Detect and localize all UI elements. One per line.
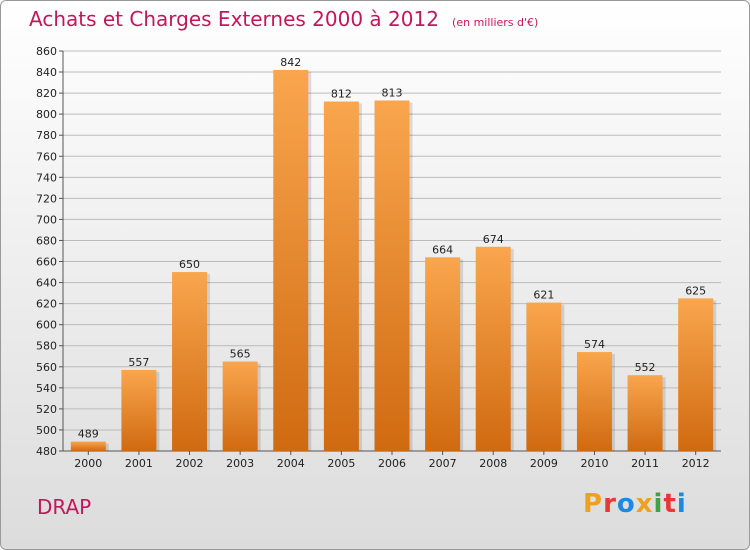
data-label: 650 (179, 258, 200, 271)
x-tick-label: 2012 (682, 457, 710, 470)
chart-title: Achats et Charges Externes 2000 à 2012 (29, 7, 439, 31)
y-tick-label: 740 (36, 171, 57, 184)
y-tick-label: 660 (36, 256, 57, 269)
x-tick-label: 2001 (125, 457, 153, 470)
logo-letter: r (603, 489, 617, 519)
bar (374, 100, 410, 451)
data-label: 557 (128, 356, 149, 369)
data-label: 674 (483, 233, 504, 246)
y-tick-label: 480 (36, 445, 57, 458)
x-tick-label: 2009 (530, 457, 558, 470)
data-label: 489 (78, 428, 99, 441)
x-tick-label: 2011 (631, 457, 659, 470)
logo-letter: P (583, 489, 604, 519)
bar (222, 361, 258, 451)
logo-letter: o (616, 489, 636, 519)
logo-letter: i (676, 489, 687, 519)
x-tick-label: 2000 (74, 457, 102, 470)
data-label: 574 (584, 338, 605, 351)
chart-title-block: Achats et Charges Externes 2000 à 2012 (… (29, 7, 538, 31)
x-tick-label: 2010 (580, 457, 608, 470)
data-label: 664 (432, 243, 453, 256)
logo-letter: i (653, 489, 664, 519)
bar (526, 302, 562, 451)
logo-letter: x (635, 489, 654, 519)
x-tick-label: 2006 (378, 457, 406, 470)
bar (627, 375, 663, 451)
bar (273, 69, 309, 452)
data-label: 812 (331, 88, 352, 101)
y-tick-label: 640 (36, 277, 57, 290)
bar (70, 441, 106, 451)
data-label: 621 (533, 289, 554, 302)
y-tick-label: 500 (36, 424, 57, 437)
x-tick-label: 2004 (277, 457, 305, 470)
y-tick-label: 780 (36, 129, 57, 142)
x-tick-label: 2007 (429, 457, 457, 470)
y-tick-label: 700 (36, 213, 57, 226)
bar (475, 246, 511, 451)
proxiti-logo: Proxiti (583, 489, 687, 519)
data-label: 842 (280, 56, 301, 69)
y-tick-label: 680 (36, 234, 57, 247)
bar (425, 257, 461, 451)
y-tick-label: 540 (36, 382, 57, 395)
y-tick-label: 860 (36, 45, 57, 58)
logo-letter: t (663, 489, 677, 519)
bar (172, 272, 208, 451)
bar (678, 298, 714, 451)
bar (576, 352, 612, 451)
x-tick-label: 2008 (479, 457, 507, 470)
y-tick-label: 520 (36, 403, 57, 416)
y-tick-label: 800 (36, 108, 57, 121)
x-tick-label: 2003 (226, 457, 254, 470)
y-tick-label: 580 (36, 340, 57, 353)
chart-subtitle: (en milliers d'€) (452, 16, 539, 29)
commune-name: DRAP (37, 495, 92, 519)
y-tick-label: 560 (36, 361, 57, 374)
data-label: 625 (685, 284, 706, 297)
bar (121, 369, 157, 451)
y-tick-label: 760 (36, 150, 57, 163)
data-label: 813 (382, 86, 403, 99)
y-tick-label: 720 (36, 192, 57, 205)
x-tick-label: 2002 (176, 457, 204, 470)
y-tick-label: 620 (36, 298, 57, 311)
y-tick-label: 600 (36, 319, 57, 332)
bar (323, 101, 359, 452)
x-tick-label: 2005 (327, 457, 355, 470)
y-tick-label: 820 (36, 87, 57, 100)
data-label: 552 (635, 361, 656, 374)
y-tick-label: 840 (36, 66, 57, 79)
data-label: 565 (230, 348, 251, 361)
